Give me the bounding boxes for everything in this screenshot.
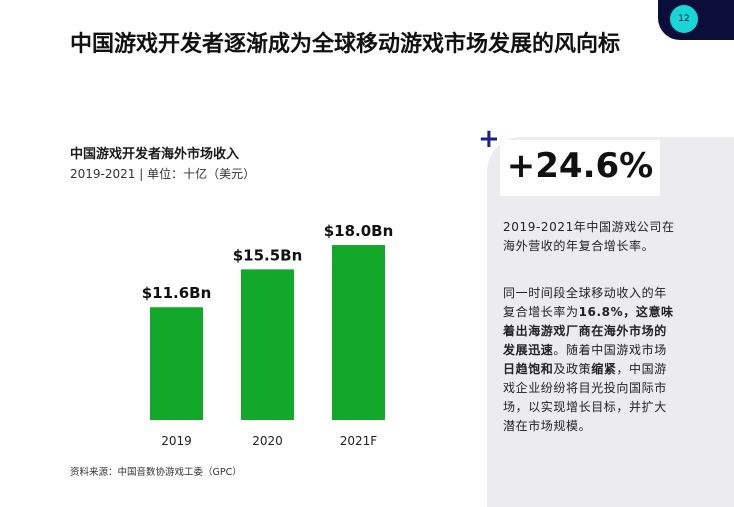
source-note: 资料来源：中国音数协游戏工委（GPC） — [70, 467, 242, 478]
body-text: 日趋饱和 — [503, 362, 554, 376]
page-number: 12 — [670, 5, 698, 33]
stat-box — [500, 140, 660, 196]
body-text: 缩紧 — [591, 362, 617, 376]
value-label: $18.0Bn — [324, 222, 394, 240]
value-label: $11.6Bn — [142, 284, 212, 302]
body-text: 16.8%，这意味着出海游戏厂商在海外市场的发展迅速 — [503, 305, 674, 357]
body-text: 。随着中国游戏市场 — [553, 343, 667, 357]
chart-title: 中国游戏开发者海外市场收入 — [70, 147, 240, 162]
plus-icon: + — [478, 124, 500, 154]
bar — [150, 307, 203, 420]
bar — [332, 245, 385, 420]
stat: +24.6% — [506, 146, 654, 186]
body-text: 同一时间段全球移动收入的年复合增长率为 — [503, 286, 667, 319]
chart-subtitle: 2019-2021 | 单位：十亿（美元） — [70, 167, 256, 181]
x-tick-label: 2021F — [340, 434, 378, 448]
sidebar-panel — [487, 137, 734, 507]
body-text: ，中国游戏企业纷纷将目光投向国际市场，以实现增长目标，并扩大潜在市场规模。 — [503, 362, 667, 433]
headline: 中国游戏开发者逐渐成为全球移动游戏市场发展的风向标 — [70, 32, 621, 57]
body-text: 及政策 — [553, 362, 592, 376]
stat-note: 2019-2021年中国游戏公司在海外营收的年复合增长率。 — [503, 220, 675, 253]
x-tick-label: 2020 — [252, 434, 283, 448]
bar — [241, 269, 294, 420]
sidebar-body: 同一时间段全球移动收入的年复合增长率为16.8%，这意味着出海游戏厂商在海外市场… — [503, 284, 675, 436]
value-label: $15.5Bn — [233, 246, 303, 264]
x-tick-label: 2019 — [161, 434, 192, 448]
page: {"page_number": "12", "headline": "中国游戏开… — [70, 0, 734, 507]
chart: $11.6Bn 2019 $15.5Bn 2020 $18.0Bn 2021F — [142, 222, 394, 448]
